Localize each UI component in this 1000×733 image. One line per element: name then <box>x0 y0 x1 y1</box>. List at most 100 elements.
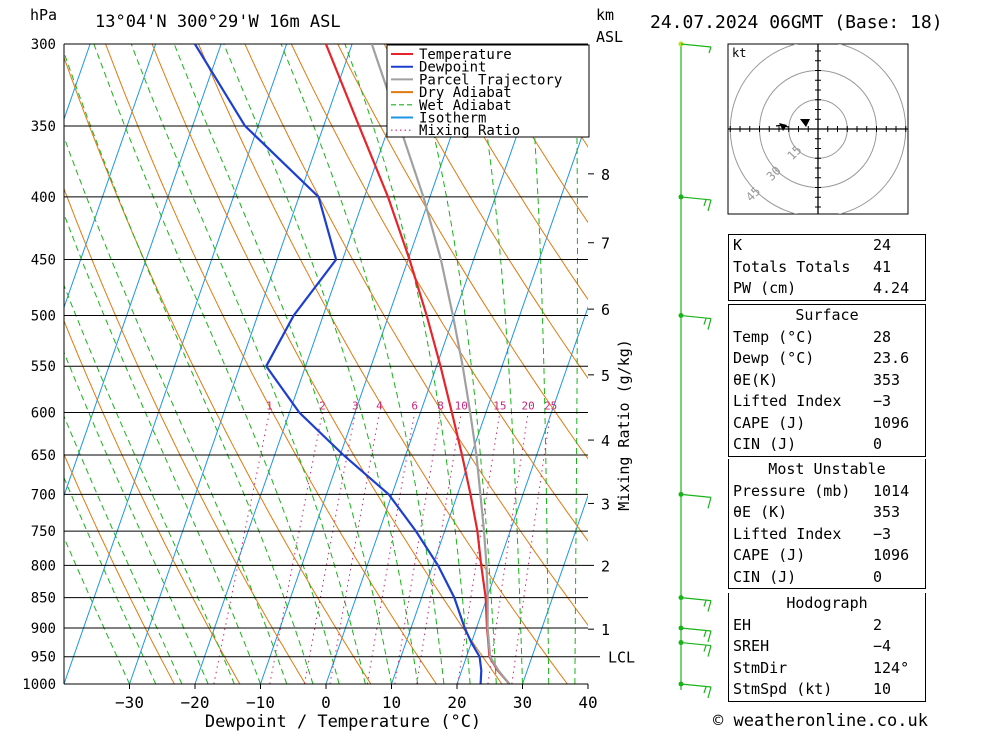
surface-dewp-row: Dewp (°C) 23.6 <box>729 348 925 370</box>
wind-barb-half <box>703 645 707 652</box>
isotherm-line <box>260 44 484 684</box>
dry-adiabat-line <box>64 187 306 684</box>
x-tick-label: 10 <box>382 693 401 712</box>
k-index-value: 24 <box>873 236 892 254</box>
wind-barb <box>680 493 712 509</box>
sreh-row: SREH −4 <box>729 636 925 658</box>
k-index-row: K 24 <box>729 235 925 257</box>
km-unit-label: km <box>596 6 615 24</box>
wet-adiabat-line <box>64 476 157 684</box>
asl-unit-label: ASL <box>596 28 624 46</box>
mu-theta-value: 353 <box>873 503 901 521</box>
wind-barb-flag <box>707 318 712 330</box>
surface-cape-value: 1096 <box>873 413 910 432</box>
wind-barb-half <box>703 199 707 207</box>
wet-adiabat-line <box>64 212 261 684</box>
x-tick-label: 40 <box>578 693 597 712</box>
wind-barb-shaft <box>680 314 712 320</box>
pressure-tick-label: 300 <box>31 37 56 53</box>
legend-entry: Mixing Ratio <box>419 123 520 139</box>
pressure-tick-label: 550 <box>31 359 56 375</box>
dry-adiabat-line <box>198 44 568 684</box>
totals-totals-row: Totals Totals 41 <box>729 257 925 279</box>
pw-row: PW (cm) 4.24 <box>729 278 925 300</box>
parcel-trajectory-line <box>370 44 511 684</box>
legend-entry: Dry Adiabat <box>419 85 512 101</box>
indices-panel: K 24 Totals Totals 41 PW (cm) 4.24 <box>728 234 926 301</box>
totals-totals-value: 41 <box>873 257 892 276</box>
mixing-ratio-line <box>366 412 416 684</box>
mixing-ratio-label: 10 <box>455 399 468 412</box>
wind-barb-shaft <box>680 493 712 498</box>
wet-adiabat-line <box>574 44 578 684</box>
wind-barb <box>680 196 712 212</box>
dry-adiabat-line <box>988 44 1000 684</box>
mixing-ratio-label: 25 <box>544 399 557 412</box>
pressure-tick-label: 350 <box>31 119 56 135</box>
wet-adiabat-line <box>472 44 523 684</box>
x-tick-label: 30 <box>513 693 532 712</box>
km-tick-label: 6 <box>601 301 610 319</box>
wind-barb-flag <box>707 199 712 212</box>
wind-barb-shaft <box>680 627 712 632</box>
surface-temp-row: Temp (°C) 28 <box>729 327 925 349</box>
stmspd-row: StmSpd (kt) 10 <box>729 679 925 701</box>
km-tick-label: 7 <box>601 235 610 253</box>
mixing-ratio-line <box>394 412 442 684</box>
surface-theta-row: θE(K) 353 <box>729 370 925 392</box>
dry-adiabat-line <box>337 44 588 460</box>
wind-barb <box>680 641 712 657</box>
mu-li-value: −3 <box>873 524 892 543</box>
wet-adiabat-line <box>280 44 445 684</box>
mixing-ratio-axis-label: Mixing Ratio (g/kg) <box>615 339 633 511</box>
mu-pressure-row: Pressure (mb) 1014 <box>729 481 925 503</box>
legend-entry: Dewpoint <box>419 60 486 76</box>
km-tick-label: 1 <box>601 621 610 639</box>
mu-li-row: Lifted Index −3 <box>729 524 925 546</box>
wind-barb-shaft <box>680 196 712 201</box>
wind-barb-shaft <box>680 641 712 647</box>
pressure-tick-label: 800 <box>31 558 56 574</box>
km-tick-label: 2 <box>601 557 610 575</box>
surface-title: Surface <box>795 306 859 324</box>
hodograph-wind-marker <box>779 123 787 131</box>
surface-li-value: −3 <box>873 392 892 410</box>
most-unstable-panel: Most Unstable Pressure (mb) 1014 θE (K) 35… <box>728 459 926 589</box>
pressure-tick-label: 600 <box>31 405 56 421</box>
wind-barb-flag <box>707 686 712 699</box>
location-title: 13°04'N 300°29'W 16m ASL <box>95 12 341 32</box>
isotherm-line <box>64 44 222 498</box>
pressure-tick-label: 1000 <box>22 677 56 693</box>
mixing-ratio-label: 1 <box>266 399 273 412</box>
surface-temp-value: 28 <box>873 327 892 346</box>
surface-li-row: Lifted Index −3 <box>729 391 925 413</box>
sreh-value: −4 <box>873 637 892 655</box>
hodograph-params-panel: Hodograph EH 2 SREH −4 StmDir 124° StmSpd (… <box>728 593 926 702</box>
isotherm-line <box>129 44 353 684</box>
mixing-ratio-line <box>304 412 356 684</box>
stmspd-value: 10 <box>873 680 892 698</box>
wet-adiabat-line <box>527 44 550 684</box>
x-tick-label: 20 <box>447 693 466 712</box>
legend-entry: Wet Adiabat <box>419 98 512 114</box>
wind-barb <box>680 43 712 54</box>
dry-adiabat-line <box>290 44 588 542</box>
mixing-ratio-label: 15 <box>493 399 506 412</box>
mixing-ratio-label: 4 <box>376 399 383 412</box>
wet-adiabat-line <box>64 284 235 684</box>
mixing-ratio-label: 3 <box>352 399 359 412</box>
mixing-ratio-label: 6 <box>411 399 418 412</box>
wind-barb <box>680 314 712 330</box>
temperature-line <box>324 44 511 684</box>
wet-adiabat-line <box>64 51 314 684</box>
pressure-tick-label: 850 <box>31 591 56 607</box>
surface-panel: Surface Temp (°C) 28 Dewp (°C) 23.6 θE(K) 3… <box>728 304 926 457</box>
wind-barb-shaft <box>680 43 712 48</box>
wind-barb <box>680 597 712 612</box>
pressure-tick-label: 400 <box>31 190 56 206</box>
hodograph-params-title: Hodograph <box>786 594 868 612</box>
mu-cin-value: 0 <box>873 567 883 586</box>
x-tick-label: −30 <box>115 693 144 712</box>
